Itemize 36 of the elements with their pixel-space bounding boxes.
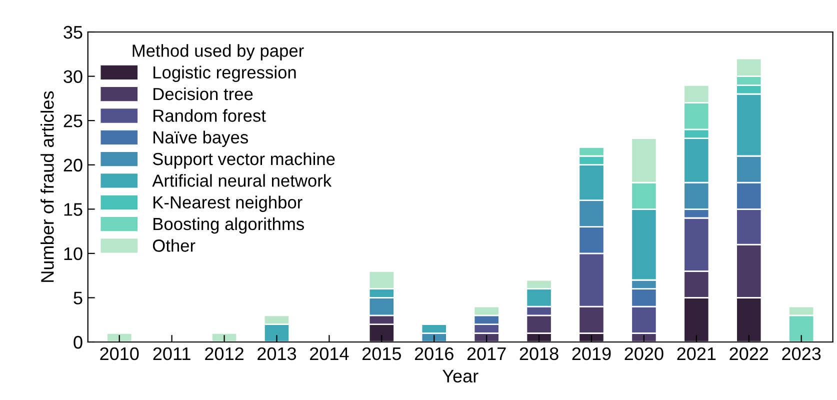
y-tick-label: 15 <box>64 203 82 216</box>
legend-label: Logistic regression <box>154 66 296 82</box>
x-axis-title: Year <box>442 370 478 383</box>
x-tick-label: 2019 <box>572 347 611 360</box>
legend-label: Support vector machine <box>152 152 335 169</box>
x-tick-label: 2013 <box>258 347 296 360</box>
y-axis-title: Number of fraud articles <box>40 91 54 282</box>
y-tick-label: 30 <box>64 70 82 84</box>
legend-label: Decision tree <box>154 87 253 100</box>
y-tick-label: 25 <box>64 114 82 128</box>
y-tick-label: 35 <box>64 26 82 39</box>
x-tick-label: 2015 <box>362 347 401 360</box>
legend-title: Method used by paper <box>132 44 304 60</box>
x-tick-label: 2012 <box>205 347 244 360</box>
bar <box>210 332 238 342</box>
x-tick-label: 2014 <box>310 347 349 360</box>
x-tick-label: 2023 <box>782 347 821 360</box>
x-tick-label: 2016 <box>414 347 454 360</box>
legend-label: Random forest <box>154 109 266 122</box>
legend-label: K-Nearest neighbor <box>154 196 302 212</box>
y-tick-label: 10 <box>64 247 82 260</box>
legend-label: Artificial neural network <box>152 174 332 187</box>
x-tick-label: 2020 <box>624 347 664 360</box>
x-tick-label: 2010 <box>100 347 139 360</box>
y-tick-label: 5 <box>74 292 82 304</box>
x-tick-label: 2021 <box>677 347 716 360</box>
legend-label: Other <box>152 239 196 252</box>
x-tick-label: 2011 <box>153 347 190 360</box>
x-tick-label: 2017 <box>467 347 506 360</box>
x-tick-label: 2022 <box>730 347 768 360</box>
x-tick-label: 2018 <box>520 347 558 360</box>
legend-label: Boosting algorithms <box>154 217 304 234</box>
legend-label: Naïve bayes <box>154 130 248 147</box>
y-tick-label: 20 <box>64 158 82 172</box>
y-tick-label: 0 <box>74 336 82 349</box>
bar <box>106 332 133 342</box>
